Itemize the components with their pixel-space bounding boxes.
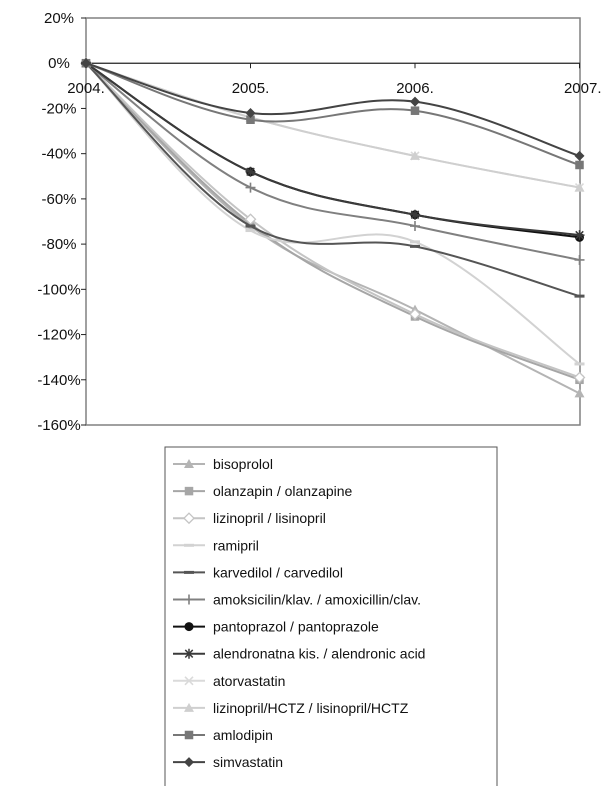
series-line xyxy=(85,62,580,379)
data-point xyxy=(410,221,420,232)
tick-labels: 20% 0% -20% -40% -60% -80% -100% -120% -140% -160… xyxy=(37,10,601,434)
legend-marker xyxy=(184,543,194,547)
legend-item: amlodipin xyxy=(173,727,273,743)
legend-label: olanzapin / olanzapine xyxy=(213,483,353,499)
y-tick-label: -160% xyxy=(37,417,80,434)
y-tick-label: -20% xyxy=(41,100,76,117)
series-line xyxy=(85,62,580,166)
data-point xyxy=(410,106,420,115)
legend-label: alendronatna kis. / alendronic acid xyxy=(213,646,425,662)
legend-marker xyxy=(184,648,194,659)
data-point xyxy=(245,166,256,177)
legend-marker xyxy=(184,486,194,496)
plot-area xyxy=(85,17,581,426)
data-point xyxy=(574,254,585,265)
legend-marker xyxy=(184,676,194,686)
legend-marker xyxy=(184,757,194,768)
series-line xyxy=(85,62,580,157)
legend-label: lizinopril / lisinopril xyxy=(213,510,326,526)
data-point xyxy=(245,107,256,118)
y-tick-label: -60% xyxy=(41,191,76,208)
series-line xyxy=(85,62,580,237)
y-tick-label: 0% xyxy=(48,55,70,72)
data-point xyxy=(410,150,420,160)
legend-marker xyxy=(184,730,194,740)
series-line xyxy=(85,62,581,365)
legend-item: simvastatin xyxy=(173,754,283,770)
plot-border xyxy=(85,17,581,426)
axes xyxy=(81,17,580,426)
legend-marker xyxy=(183,512,195,525)
x-tick-label: 2007. xyxy=(564,80,602,97)
legend-label: karvedilol / carvedilol xyxy=(213,564,343,580)
data-point xyxy=(575,160,584,170)
legend-item: karvedilol / carvedilol xyxy=(173,564,343,580)
y-tick-label: -140% xyxy=(37,372,80,389)
data-point xyxy=(410,244,420,248)
x-tick-label: 2005. xyxy=(232,80,270,97)
series-line xyxy=(85,62,580,261)
legend-item: lizinopril / lisinopril xyxy=(173,510,326,526)
legend-marker xyxy=(184,570,194,574)
data-point xyxy=(245,224,256,228)
data-point xyxy=(244,213,257,226)
legend-box xyxy=(164,446,498,786)
legend-marker xyxy=(184,702,194,712)
data-point xyxy=(574,294,585,298)
legend-item: ramipril xyxy=(173,537,259,553)
data-point xyxy=(574,230,585,241)
data-point xyxy=(246,115,255,124)
series-lines xyxy=(80,57,586,398)
data-point xyxy=(573,371,586,384)
data-point xyxy=(574,362,585,366)
legend-item: bisoprolol xyxy=(173,456,273,472)
data-point xyxy=(410,240,420,244)
y-tick-label: -40% xyxy=(41,146,76,163)
legend-marker xyxy=(184,594,194,605)
legend-item: pantoprazol / pantoprazole xyxy=(173,619,379,635)
y-tick-label: -80% xyxy=(41,236,76,253)
data-point xyxy=(245,182,256,193)
legend-label: simvastatin xyxy=(213,754,283,770)
data-point xyxy=(409,308,421,321)
series-11 xyxy=(81,58,585,161)
legend-label: amoksicilin/klav. / amoxicillin/clav. xyxy=(213,592,421,608)
y-tick-label: -100% xyxy=(37,281,80,298)
legend-label: atorvastatin xyxy=(213,673,285,689)
series-line xyxy=(85,62,580,381)
data-point xyxy=(574,388,585,398)
x-tick-label: 2004. xyxy=(67,80,105,97)
data-point xyxy=(81,58,91,69)
legend-marker xyxy=(184,459,194,468)
legend: bisoprolol olanzapin / olanzapine lizinopr… xyxy=(164,446,498,786)
data-point xyxy=(245,229,256,233)
series-line xyxy=(85,62,580,395)
y-tick-label: -120% xyxy=(37,327,80,344)
legend-item: amoksicilin/klav. / amoxicillin/clav. xyxy=(173,592,421,608)
series-line xyxy=(85,62,580,298)
data-point xyxy=(410,209,420,220)
x-tick-label: 2006. xyxy=(396,80,434,97)
legend-item: lizinopril/HCTZ / lisinopril/HCTZ xyxy=(173,700,409,716)
legend-label: lizinopril/HCTZ / lisinopril/HCTZ xyxy=(213,700,409,716)
legend-label: amlodipin xyxy=(213,727,273,743)
legend-marker xyxy=(184,622,194,632)
legend-item: atorvastatin xyxy=(173,673,285,689)
legend-label: bisoprolol xyxy=(213,456,273,472)
legend-label: ramipril xyxy=(213,537,259,553)
legend-item: alendronatna kis. / alendronic acid xyxy=(173,646,425,662)
data-point xyxy=(410,96,420,107)
y-tick-label: 20% xyxy=(44,10,74,27)
legend-label: pantoprazol / pantoprazole xyxy=(213,619,379,635)
data-point xyxy=(574,182,585,192)
data-point xyxy=(574,150,585,161)
legend-item: olanzapin / olanzapine xyxy=(173,483,353,499)
